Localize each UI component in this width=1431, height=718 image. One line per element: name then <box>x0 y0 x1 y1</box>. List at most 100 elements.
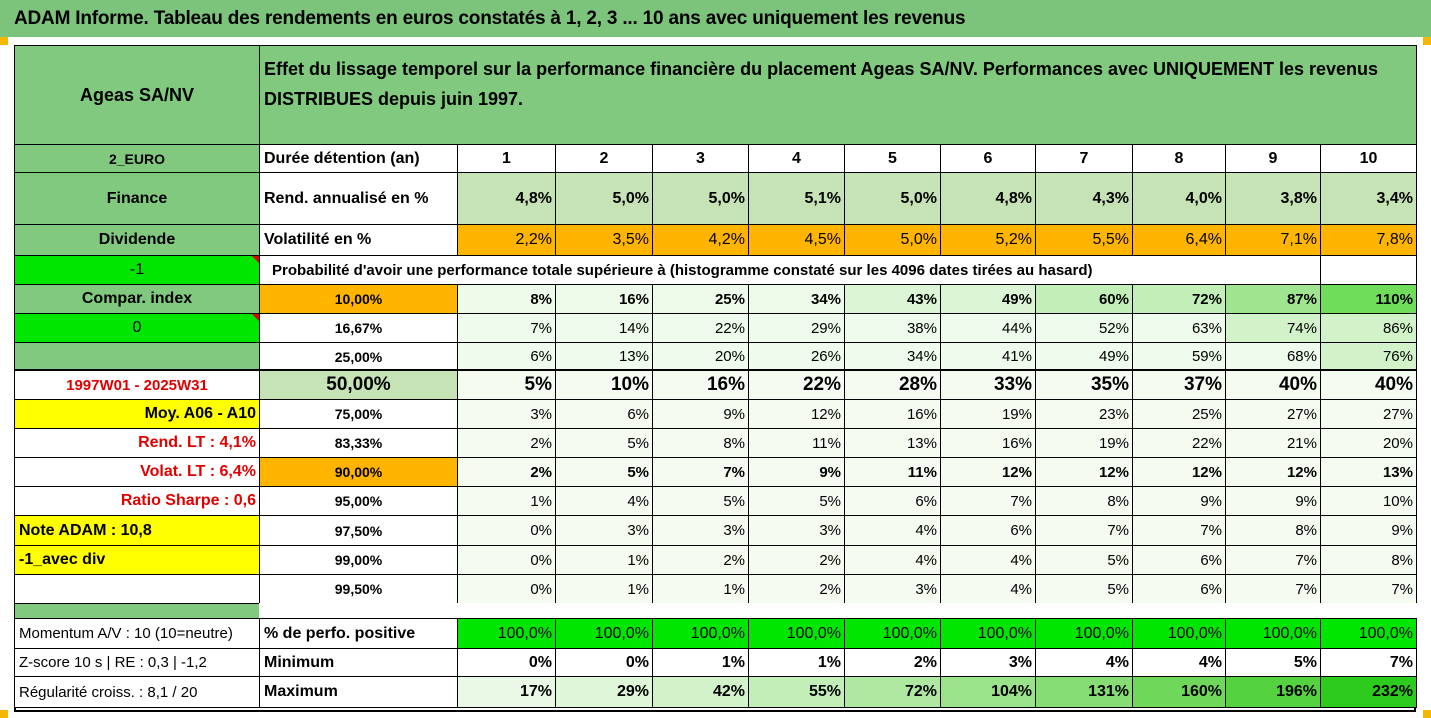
threshold-value: 50,00% <box>259 370 458 400</box>
probability-value: 12% <box>1132 457 1226 487</box>
probability-value: 68% <box>1225 342 1321 371</box>
threshold-value: 99,50% <box>259 574 458 604</box>
threshold-value: 75,00% <box>259 399 458 429</box>
duration-label: Durée détention (an) <box>259 144 458 173</box>
probability-value: 6% <box>940 515 1036 546</box>
min-value: 0% <box>457 648 556 677</box>
probability-value: 7% <box>1132 515 1226 546</box>
rend-value: 4,0% <box>1132 172 1226 225</box>
probability-value: 13% <box>555 342 653 371</box>
min-value: 2% <box>844 648 941 677</box>
max-value: 196% <box>1225 676 1321 708</box>
probability-value: 20% <box>1320 428 1417 458</box>
zscore-label: Z-score 10 s | RE : 0,3 | -1,2 <box>14 648 260 677</box>
probability-value: 2% <box>652 545 749 575</box>
probability-value: 2% <box>457 457 556 487</box>
rend-value: 4,3% <box>1035 172 1133 225</box>
year-header: 1 <box>457 144 556 173</box>
probability-value: 63% <box>1132 313 1226 343</box>
probability-value: 11% <box>844 457 941 487</box>
probability-value: 41% <box>940 342 1036 371</box>
probability-value: 20% <box>652 342 749 371</box>
probability-value: 3% <box>457 399 556 429</box>
regularite-label: Régularité croiss. : 8,1 / 20 <box>14 676 260 708</box>
probability-value: 7% <box>457 313 556 343</box>
probability-value: 8% <box>1320 545 1417 575</box>
probability-value: 6% <box>1132 545 1226 575</box>
probability-value: 12% <box>1035 457 1133 487</box>
vol-value: 5,2% <box>940 224 1036 256</box>
rend-label: Rend. annualisé en % <box>259 172 458 225</box>
avec-div-label: -1_avec div <box>14 545 260 575</box>
threshold-value: 83,33% <box>259 428 458 458</box>
probability-value: 3% <box>652 515 749 546</box>
probability-value: 16% <box>940 428 1036 458</box>
corner-marker <box>1423 710 1431 718</box>
probability-value: 10% <box>1320 486 1417 516</box>
pos-value: 100,0% <box>457 618 556 649</box>
probability-value: 37% <box>1132 370 1226 400</box>
probability-value: 16% <box>652 370 749 400</box>
year-header: 7 <box>1035 144 1133 173</box>
probability-value: 14% <box>555 313 653 343</box>
probability-value: 23% <box>1035 399 1133 429</box>
probability-value: 7% <box>652 457 749 487</box>
momentum-label: Momentum A/V : 10 (10=neutre) <box>14 618 260 649</box>
thick-divider <box>14 369 1416 371</box>
rend-value: 3,8% <box>1225 172 1321 225</box>
moy-label: Moy. A06 - A10 <box>14 399 260 429</box>
pos-value: 100,0% <box>748 618 845 649</box>
max-value: 55% <box>748 676 845 708</box>
separator-cell <box>259 603 1417 619</box>
corner-marker <box>1423 37 1431 45</box>
probability-value: 7% <box>1225 574 1321 604</box>
rend-value: 4,8% <box>457 172 556 225</box>
volat-lt-label: Volat. LT : 6,4% <box>14 457 260 487</box>
probability-value: 3% <box>748 515 845 546</box>
probability-value: 7% <box>940 486 1036 516</box>
probability-value: 1% <box>555 545 653 575</box>
year-header: 2 <box>555 144 653 173</box>
fund-name: Ageas SA/NV <box>14 45 260 145</box>
probability-value: 110% <box>1320 284 1417 314</box>
probability-value: 27% <box>1320 399 1417 429</box>
probability-value: 19% <box>1035 428 1133 458</box>
sharpe-label: Ratio Sharpe : 0,6 <box>14 486 260 516</box>
min-value: 4% <box>1132 648 1226 677</box>
threshold-value: 25,00% <box>259 342 458 371</box>
probability-value: 5% <box>555 428 653 458</box>
rend-value: 5,0% <box>555 172 653 225</box>
probability-value: 4% <box>940 545 1036 575</box>
probability-value: 35% <box>1035 370 1133 400</box>
vol-value: 6,4% <box>1132 224 1226 256</box>
probability-value: 12% <box>940 457 1036 487</box>
probability-value: 6% <box>1132 574 1226 604</box>
vol-value: 5,5% <box>1035 224 1133 256</box>
probability-value: 27% <box>1225 399 1321 429</box>
year-header: 10 <box>1320 144 1417 173</box>
vol-value: 4,2% <box>652 224 749 256</box>
probability-value: 8% <box>1035 486 1133 516</box>
probability-value: 13% <box>844 428 941 458</box>
min-value: 3% <box>940 648 1036 677</box>
rend-lt-label: Rend. LT : 4,1% <box>14 428 260 458</box>
max-value: 17% <box>457 676 556 708</box>
vol-value: 5,0% <box>844 224 941 256</box>
category-label: Dividende <box>14 224 260 256</box>
vol-value: 3,5% <box>555 224 653 256</box>
rend-value: 5,1% <box>748 172 845 225</box>
probability-value: 76% <box>1320 342 1417 371</box>
probability-value: 49% <box>1035 342 1133 371</box>
probability-value: 87% <box>1225 284 1321 314</box>
probability-caption: Probabilité d'avoir une performance tota… <box>259 255 1321 285</box>
empty-cell <box>1320 255 1417 285</box>
min-value: 5% <box>1225 648 1321 677</box>
probability-value: 2% <box>748 574 845 604</box>
probability-value: 12% <box>748 399 845 429</box>
probability-value: 3% <box>555 515 653 546</box>
threshold-value: 16,67% <box>259 313 458 343</box>
probability-value: 25% <box>1132 399 1226 429</box>
probability-value: 7% <box>1035 515 1133 546</box>
probability-value: 40% <box>1320 370 1417 400</box>
probability-value: 22% <box>748 370 845 400</box>
